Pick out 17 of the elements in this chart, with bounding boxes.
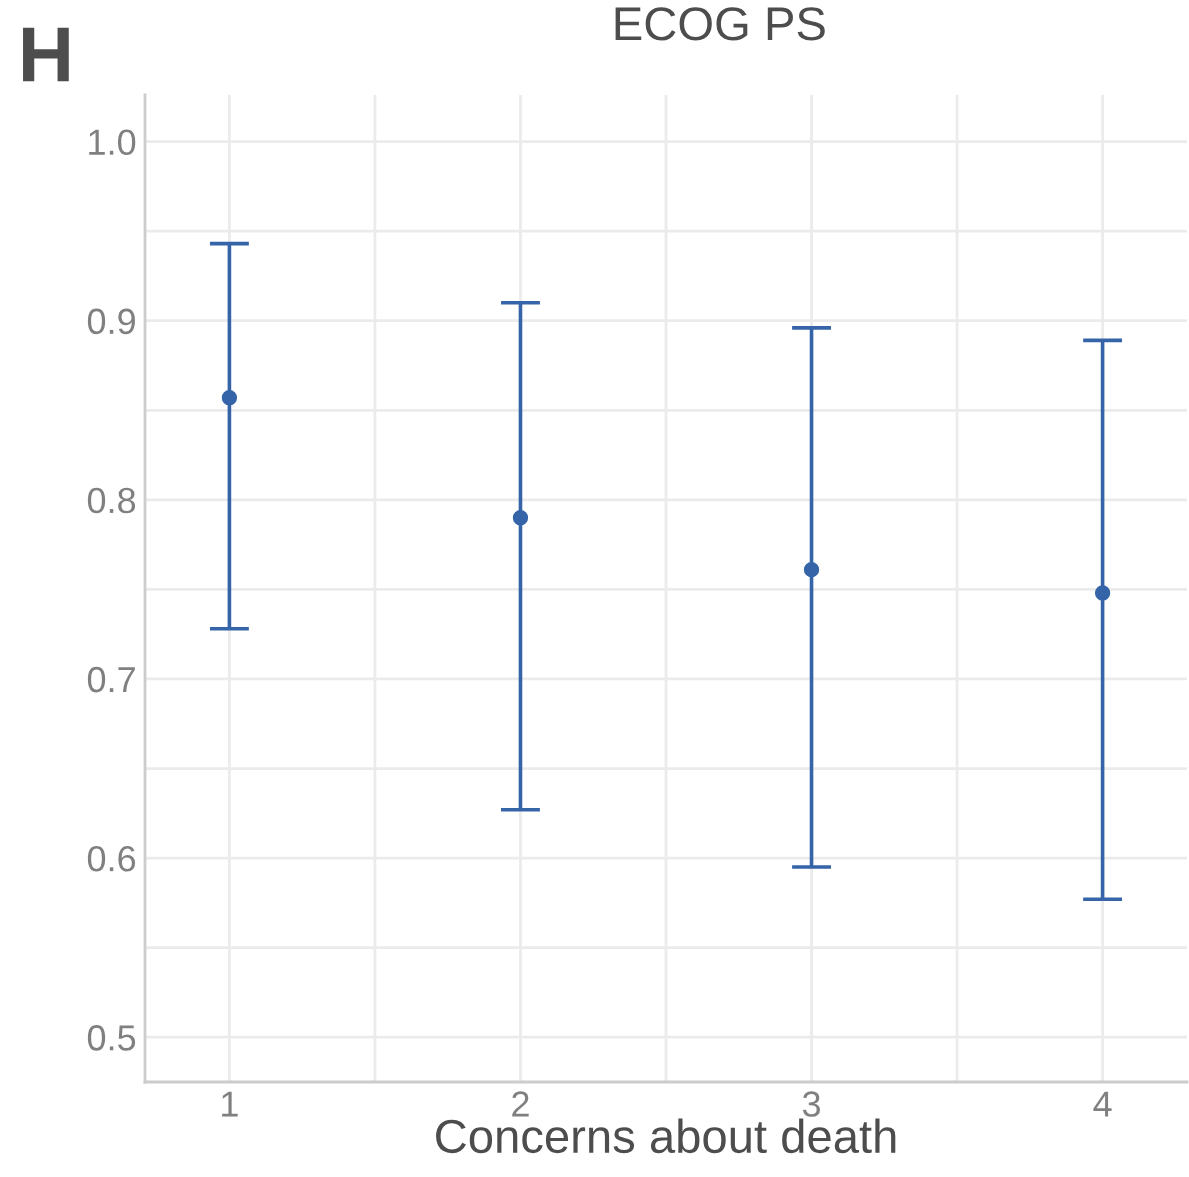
x-axis-title: Concerns about death (436, 1118, 896, 1154)
x-tick-label: 2 (512, 1091, 529, 1117)
x-tick-label: 3 (802, 1091, 820, 1117)
x-tick-label: 1 (222, 1091, 238, 1117)
text: H (23, 27, 69, 82)
point (221, 390, 238, 406)
y-tick-label: 0.9 (87, 308, 135, 335)
y-tick-label: 0.6 (87, 845, 136, 872)
x-tick-label: 4 (1093, 1091, 1112, 1117)
y-tick-label: 0.7 (87, 666, 135, 693)
chart-title: ECOG PS (615, 7, 825, 41)
point (1094, 585, 1111, 601)
point (803, 562, 820, 578)
point (512, 510, 529, 526)
y-tick-label: 1.0 (89, 129, 136, 156)
y-tick-label: 0.5 (87, 1025, 136, 1051)
y-tick-label: 0.8 (87, 487, 136, 514)
